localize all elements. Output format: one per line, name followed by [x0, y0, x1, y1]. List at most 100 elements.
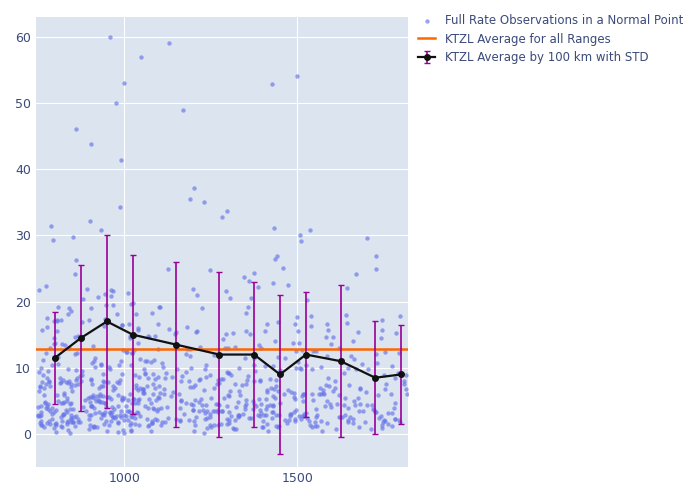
Full Rate Observations in a Normal Point	[52, 353, 64, 361]
Full Rate Observations in a Normal Point	[378, 371, 389, 379]
Full Rate Observations in a Normal Point	[279, 390, 290, 398]
Full Rate Observations in a Normal Point	[132, 396, 144, 404]
Full Rate Observations in a Normal Point	[343, 418, 354, 426]
Full Rate Observations in a Normal Point	[230, 403, 241, 411]
Full Rate Observations in a Normal Point	[119, 411, 130, 419]
Full Rate Observations in a Normal Point	[86, 402, 97, 410]
Full Rate Observations in a Normal Point	[76, 318, 88, 326]
Full Rate Observations in a Normal Point	[60, 341, 71, 349]
Full Rate Observations in a Normal Point	[255, 376, 266, 384]
Full Rate Observations in a Normal Point	[117, 346, 128, 354]
Full Rate Observations in a Normal Point	[87, 380, 98, 388]
Full Rate Observations in a Normal Point	[139, 370, 150, 378]
Full Rate Observations in a Normal Point	[204, 372, 216, 380]
Full Rate Observations in a Normal Point	[223, 368, 234, 376]
Full Rate Observations in a Normal Point	[293, 358, 304, 366]
Full Rate Observations in a Normal Point	[379, 416, 390, 424]
Full Rate Observations in a Normal Point	[62, 397, 73, 405]
Full Rate Observations in a Normal Point	[117, 320, 128, 328]
Full Rate Observations in a Normal Point	[108, 382, 119, 390]
Full Rate Observations in a Normal Point	[42, 323, 53, 331]
Full Rate Observations in a Normal Point	[65, 418, 76, 426]
Full Rate Observations in a Normal Point	[181, 323, 193, 331]
Full Rate Observations in a Normal Point	[233, 411, 244, 419]
Full Rate Observations in a Normal Point	[49, 340, 60, 348]
Full Rate Observations in a Normal Point	[83, 425, 94, 433]
Full Rate Observations in a Normal Point	[62, 310, 74, 318]
Full Rate Observations in a Normal Point	[35, 408, 46, 416]
Full Rate Observations in a Normal Point	[361, 234, 372, 242]
Full Rate Observations in a Normal Point	[46, 362, 57, 370]
Full Rate Observations in a Normal Point	[89, 357, 100, 365]
Full Rate Observations in a Normal Point	[108, 413, 119, 421]
Full Rate Observations in a Normal Point	[318, 390, 329, 398]
Full Rate Observations in a Normal Point	[379, 348, 391, 356]
Full Rate Observations in a Normal Point	[119, 428, 130, 436]
Full Rate Observations in a Normal Point	[86, 402, 97, 409]
Full Rate Observations in a Normal Point	[310, 346, 321, 354]
Full Rate Observations in a Normal Point	[283, 416, 294, 424]
Full Rate Observations in a Normal Point	[127, 349, 138, 357]
Full Rate Observations in a Normal Point	[201, 401, 212, 409]
Full Rate Observations in a Normal Point	[122, 289, 133, 297]
Full Rate Observations in a Normal Point	[321, 380, 332, 388]
Full Rate Observations in a Normal Point	[161, 403, 172, 411]
Full Rate Observations in a Normal Point	[216, 374, 227, 382]
Full Rate Observations in a Normal Point	[289, 320, 300, 328]
Full Rate Observations in a Normal Point	[140, 402, 151, 410]
Full Rate Observations in a Normal Point	[223, 392, 235, 400]
Full Rate Observations in a Normal Point	[55, 374, 66, 382]
Full Rate Observations in a Normal Point	[112, 402, 123, 410]
Full Rate Observations in a Normal Point	[76, 377, 87, 385]
Full Rate Observations in a Normal Point	[34, 368, 45, 376]
Full Rate Observations in a Normal Point	[104, 408, 116, 416]
Full Rate Observations in a Normal Point	[106, 408, 118, 416]
Full Rate Observations in a Normal Point	[92, 294, 103, 302]
Full Rate Observations in a Normal Point	[167, 373, 178, 381]
Full Rate Observations in a Normal Point	[138, 386, 149, 394]
Full Rate Observations in a Normal Point	[386, 362, 398, 370]
Full Rate Observations in a Normal Point	[90, 363, 101, 371]
Full Rate Observations in a Normal Point	[221, 420, 232, 428]
Full Rate Observations in a Normal Point	[292, 72, 303, 80]
Full Rate Observations in a Normal Point	[279, 354, 290, 362]
Full Rate Observations in a Normal Point	[202, 424, 213, 432]
Full Rate Observations in a Normal Point	[115, 411, 126, 419]
Full Rate Observations in a Normal Point	[321, 418, 332, 426]
Full Rate Observations in a Normal Point	[64, 378, 75, 386]
Full Rate Observations in a Normal Point	[188, 418, 199, 426]
Full Rate Observations in a Normal Point	[146, 427, 157, 435]
Full Rate Observations in a Normal Point	[71, 256, 82, 264]
Full Rate Observations in a Normal Point	[351, 270, 362, 278]
Full Rate Observations in a Normal Point	[116, 321, 127, 329]
Full Rate Observations in a Normal Point	[198, 198, 209, 206]
Full Rate Observations in a Normal Point	[262, 426, 273, 434]
Full Rate Observations in a Normal Point	[199, 364, 210, 372]
Full Rate Observations in a Normal Point	[225, 294, 236, 302]
Full Rate Observations in a Normal Point	[175, 404, 186, 412]
Full Rate Observations in a Normal Point	[211, 380, 223, 388]
Full Rate Observations in a Normal Point	[194, 374, 205, 382]
Full Rate Observations in a Normal Point	[217, 375, 228, 383]
Full Rate Observations in a Normal Point	[94, 398, 105, 406]
Full Rate Observations in a Normal Point	[117, 370, 128, 378]
Full Rate Observations in a Normal Point	[354, 400, 365, 407]
Full Rate Observations in a Normal Point	[323, 326, 334, 334]
Full Rate Observations in a Normal Point	[209, 406, 220, 414]
Full Rate Observations in a Normal Point	[229, 416, 240, 424]
Full Rate Observations in a Normal Point	[137, 386, 148, 394]
Full Rate Observations in a Normal Point	[248, 354, 260, 362]
Full Rate Observations in a Normal Point	[37, 421, 48, 429]
Full Rate Observations in a Normal Point	[270, 376, 281, 384]
Full Rate Observations in a Normal Point	[83, 415, 94, 423]
Full Rate Observations in a Normal Point	[304, 226, 316, 234]
Full Rate Observations in a Normal Point	[265, 374, 276, 382]
Full Rate Observations in a Normal Point	[128, 410, 139, 418]
Full Rate Observations in a Normal Point	[196, 402, 207, 409]
Full Rate Observations in a Normal Point	[186, 364, 197, 372]
Full Rate Observations in a Normal Point	[190, 422, 201, 430]
Full Rate Observations in a Normal Point	[66, 398, 77, 406]
Full Rate Observations in a Normal Point	[385, 390, 396, 398]
Full Rate Observations in a Normal Point	[88, 342, 99, 350]
Full Rate Observations in a Normal Point	[372, 360, 383, 368]
